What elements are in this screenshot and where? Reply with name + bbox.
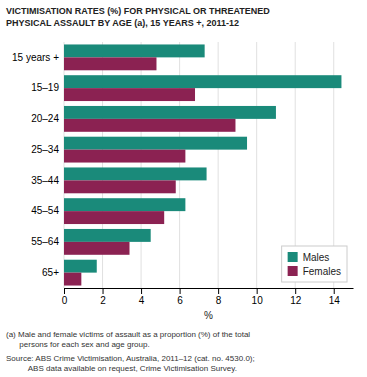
tick-mark xyxy=(218,288,219,294)
bar xyxy=(64,150,185,163)
bar xyxy=(64,167,207,180)
tick-label: 6 xyxy=(177,295,183,306)
tick-label: 2 xyxy=(100,295,106,306)
legend-box xyxy=(282,246,347,282)
bar xyxy=(64,260,97,273)
tick-mark xyxy=(180,288,181,294)
tick-label: 10 xyxy=(252,295,264,306)
bar xyxy=(64,119,235,132)
text-line: (a) Male and female victims of assault a… xyxy=(6,330,250,339)
series xyxy=(64,57,235,285)
tick-mark xyxy=(334,288,335,294)
tick-mark xyxy=(141,288,142,294)
bar xyxy=(64,229,151,242)
tick: 6 xyxy=(177,288,183,306)
bar xyxy=(64,88,195,101)
tick: 65+ xyxy=(42,267,64,278)
tick-label: 4 xyxy=(139,295,145,306)
bar xyxy=(64,211,164,224)
tick-label: 8 xyxy=(216,295,222,306)
legend-label: Males xyxy=(303,252,330,263)
tick: 2 xyxy=(100,288,106,306)
tick: 14 xyxy=(329,288,341,306)
bar xyxy=(64,106,276,119)
bar xyxy=(64,242,130,255)
tick: 25–34 xyxy=(31,144,64,155)
tick: 15 years + xyxy=(12,52,64,63)
tick-label: 12 xyxy=(290,295,302,306)
axis-line xyxy=(65,288,354,289)
tick-mark xyxy=(64,288,65,294)
annotation: Source: ABS Crime Victimisation, Austral… xyxy=(6,354,255,373)
annotation: (a) Male and female victims of assault a… xyxy=(6,330,250,349)
tick: 0 xyxy=(62,288,68,306)
tick-label: 14 xyxy=(329,295,341,306)
tick-label: 0 xyxy=(62,295,68,306)
tick-label: 15 years + xyxy=(12,52,59,63)
x-label: % xyxy=(204,310,213,321)
tick: 55–64 xyxy=(31,236,64,247)
tick: 12 xyxy=(290,288,302,306)
title: VICTIMISATION RATES (%) FOR PHYSICAL OR … xyxy=(6,6,270,28)
bar xyxy=(64,180,176,193)
tick: 15–19 xyxy=(31,82,64,93)
text-line: Source: ABS Crime Victimisation, Austral… xyxy=(6,354,255,363)
bar xyxy=(64,137,247,150)
tick-label: 20–24 xyxy=(31,113,59,124)
text-line: persons for each sex and age group. xyxy=(6,340,150,349)
bar xyxy=(64,44,205,57)
tick-label: 55–64 xyxy=(31,236,59,247)
text-line: VICTIMISATION RATES (%) FOR PHYSICAL OR … xyxy=(6,6,270,16)
x-axis: 0 2 4 6 8 10 12 14 xyxy=(62,288,354,306)
tick-label: 65+ xyxy=(42,267,59,278)
tick-label: 25–34 xyxy=(31,144,59,155)
bar xyxy=(64,198,185,211)
legend-swatch xyxy=(288,252,298,262)
tick-mark xyxy=(103,288,104,294)
bar xyxy=(64,57,156,70)
tick: 45–54 xyxy=(31,205,64,216)
bar xyxy=(64,75,341,88)
tick: 35–44 xyxy=(31,175,64,186)
legend-swatch xyxy=(288,266,298,276)
legend-label: Females xyxy=(303,266,341,277)
text-line: PHYSICAL ASSAULT BY AGE (a), 15 YEARS +,… xyxy=(6,18,239,28)
y-axis: 15 years + 15–19 20–24 25–34 35–44 45–54 55–64… xyxy=(12,52,64,278)
tick-label: 15–19 xyxy=(31,82,59,93)
tick-label: 35–44 xyxy=(31,175,59,186)
chart: VICTIMISATION RATES (%) FOR PHYSICAL OR … xyxy=(0,0,367,377)
tick-mark xyxy=(295,288,296,294)
tick: 8 xyxy=(216,288,222,306)
series xyxy=(64,44,341,272)
text-line: ABS data available on request, Crime Vic… xyxy=(6,364,237,373)
legend: Males Females xyxy=(282,246,347,282)
tick: 4 xyxy=(139,288,145,306)
tick: 10 xyxy=(252,288,264,306)
tick-mark xyxy=(257,288,258,294)
bar xyxy=(64,273,81,286)
tick: 20–24 xyxy=(31,113,64,124)
tick-label: 45–54 xyxy=(31,205,59,216)
